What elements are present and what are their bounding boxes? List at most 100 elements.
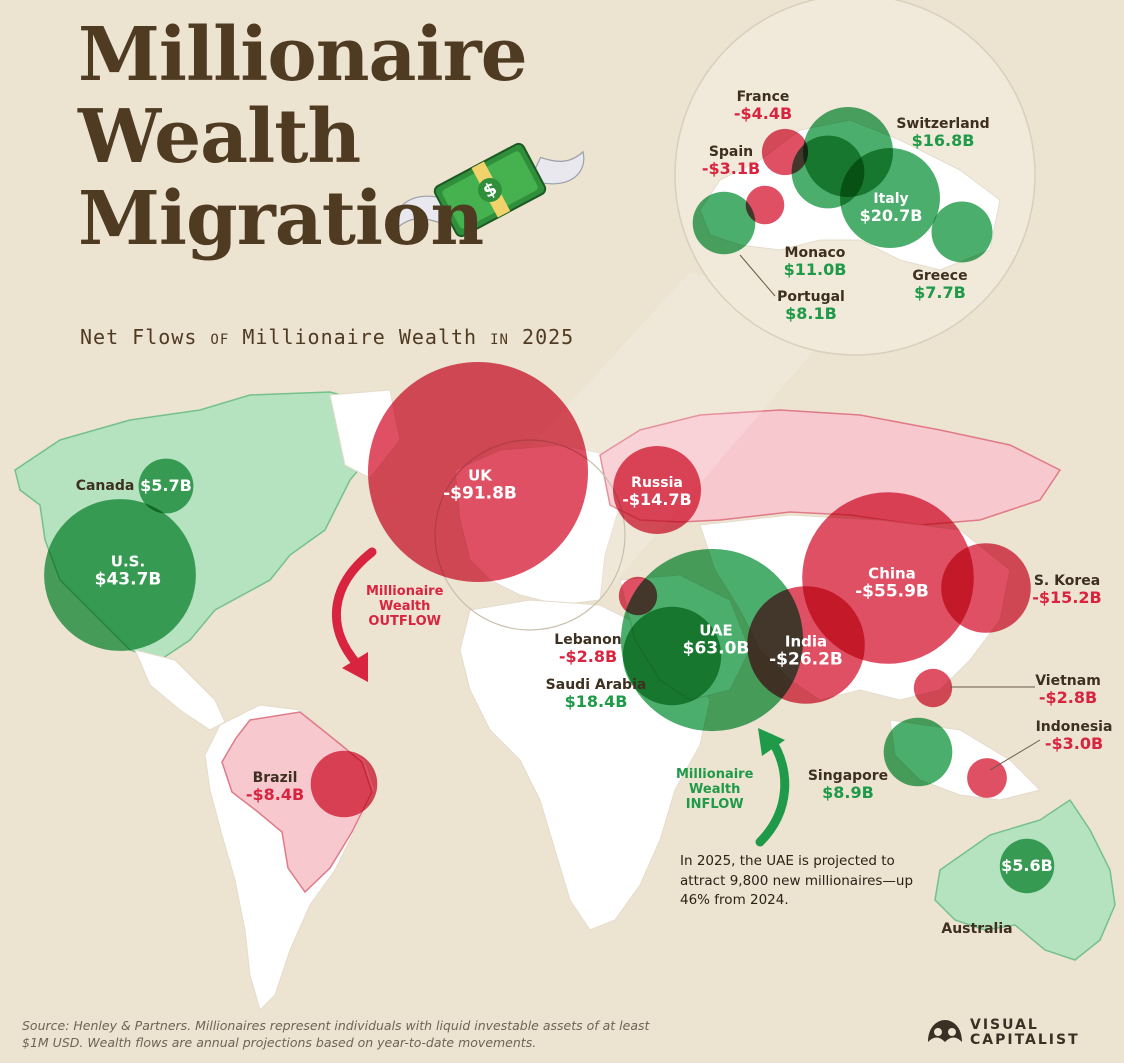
country-name: France <box>736 88 790 105</box>
source-text: Source: Henley & Partners. Millionaires … <box>22 1018 650 1050</box>
country-value: -$91.8B <box>443 483 517 504</box>
country-label-canada-name: Canada <box>76 478 135 494</box>
country-value: $18.4B <box>564 691 628 711</box>
brand-line-2: CAPITALIST <box>970 1032 1080 1049</box>
country-name: Spain <box>708 143 754 160</box>
country-label-uk: UK -$91.8B <box>443 466 517 505</box>
inflow-line-2: Wealth <box>689 781 741 797</box>
country-value: $43.7B <box>94 569 162 590</box>
country-value: -$8.4B <box>245 784 305 804</box>
country-name: Vietnam <box>1035 672 1101 689</box>
country-name: China <box>868 564 916 583</box>
country-label-lebanon: Lebanon -$2.8B <box>554 632 621 666</box>
inset-label-france: France -$4.4B <box>734 89 792 123</box>
country-bubble-u-s- <box>44 499 196 651</box>
country-value: $20.7B <box>859 205 923 225</box>
country-label-vietnam: Vietnam -$2.8B <box>1035 673 1101 707</box>
country-label-australia-name: Australia <box>941 921 1012 937</box>
uae-note: In 2025, the UAE is projected to attract… <box>680 853 914 909</box>
country-bubble-saudi-arabia <box>622 606 722 706</box>
country-bubble-vietnam <box>913 668 953 708</box>
brand-text: VISUAL CAPITALIST <box>970 1017 1080 1049</box>
country-value: -$2.8B <box>1038 687 1098 707</box>
country-label-russia: Russia -$14.7B <box>622 475 691 509</box>
outflow-label: Millionaire Wealth OUTFLOW <box>366 584 444 630</box>
inset-label-greece: Greece $7.7B <box>912 268 967 302</box>
country-bubble-uk <box>368 362 588 582</box>
country-name: Canada <box>75 477 135 494</box>
subtitle-part-3: Millionaire Wealth <box>242 325 478 349</box>
country-name: UK <box>468 466 492 485</box>
country-name: U.S. <box>110 552 146 571</box>
country-label-south-korea: S. Korea -$15.2B <box>1032 573 1101 607</box>
country-label-australia-value: $5.6B <box>1001 856 1053 875</box>
money-wings-icon: $ <box>395 142 585 238</box>
title-line-3: Migration <box>78 176 484 262</box>
inflow-arrow-head-icon <box>758 728 785 756</box>
country-label-uae: UAE $63.0B <box>682 621 750 660</box>
outflow-line-2: Wealth <box>379 598 431 614</box>
inset-connector <box>500 272 840 600</box>
subtitle-part-2: OF <box>210 332 230 348</box>
bubbles <box>44 107 1055 894</box>
country-bubble-canada <box>138 458 194 514</box>
country-bubble-indonesia <box>967 758 1007 798</box>
country-value: -$55.9B <box>855 581 929 602</box>
country-bubble-australia <box>999 838 1055 894</box>
country-value: -$14.7B <box>622 489 692 509</box>
country-bubble-s-korea <box>941 543 1031 633</box>
country-bubble-russia <box>613 446 701 534</box>
country-value: -$15.2B <box>1032 587 1102 607</box>
inset-bubble-italy <box>840 148 940 248</box>
subtitle-part-1: Net Flows <box>80 325 198 349</box>
country-label-brazil: Brazil -$8.4B <box>246 770 304 804</box>
title-line-1: Millionaire <box>78 12 528 98</box>
country-bubble-lebanon <box>618 576 658 616</box>
country-value: -$3.1B <box>701 158 761 178</box>
central-america-land <box>134 649 226 731</box>
country-value: $11.0B <box>783 259 847 279</box>
title-line-2: Wealth <box>78 94 361 180</box>
country-name: Greece <box>912 267 968 284</box>
inset-bubble-greece <box>931 201 993 263</box>
country-name: Monaco <box>784 244 846 261</box>
outflow-line-1: Millionaire <box>366 584 444 599</box>
country-label-china: China -$55.9B <box>855 564 929 603</box>
country-label-singapore: Singapore $8.9B <box>808 768 888 802</box>
country-name: Australia <box>941 920 1013 937</box>
country-name: Brazil <box>252 769 298 786</box>
country-name: S. Korea <box>1033 572 1101 589</box>
country-value: -$2.8B <box>558 646 618 666</box>
country-name: Singapore <box>807 767 889 784</box>
country-value: $7.7B <box>914 282 966 302</box>
leader-lines <box>739 254 1041 771</box>
country-name: Portugal <box>777 288 845 305</box>
inflow-arrow-icon <box>755 733 790 847</box>
country-label-indonesia: Indonesia -$3.0B <box>1036 719 1113 753</box>
country-value: -$4.4B <box>733 103 793 123</box>
inset-label-switzerland: Switzerland $16.8B <box>896 116 989 150</box>
inset-bubble-spain <box>745 185 785 225</box>
country-name: Lebanon <box>554 631 622 648</box>
subtitle-part-4: IN <box>490 332 509 348</box>
inset-label-monaco: Monaco $11.0B <box>784 245 847 279</box>
country-value: $8.9B <box>822 782 874 802</box>
country-label-us: U.S. $43.7B <box>94 552 162 591</box>
country-value: -$3.0B <box>1044 733 1104 753</box>
visual-capitalist-logo-icon <box>928 1020 962 1042</box>
country-label-india: India -$26.2B <box>769 633 843 671</box>
outflow-arrow-head-icon <box>342 652 368 682</box>
subtitle-part-5: 2025 <box>522 325 575 349</box>
country-bubble-singapore <box>883 717 953 787</box>
country-name: Russia <box>631 474 683 491</box>
country-name: Switzerland <box>896 115 990 132</box>
inset-label-italy: Italy $20.7B <box>860 191 923 225</box>
outflow-arrow-icon <box>331 547 377 670</box>
country-name: UAE <box>699 621 733 640</box>
brand-logo: VISUAL CAPITALIST <box>924 1014 1114 1054</box>
inset-bubble-portugal <box>692 191 756 255</box>
country-label-canada-value: $5.7B <box>140 476 192 495</box>
country-value: $63.0B <box>682 638 750 659</box>
